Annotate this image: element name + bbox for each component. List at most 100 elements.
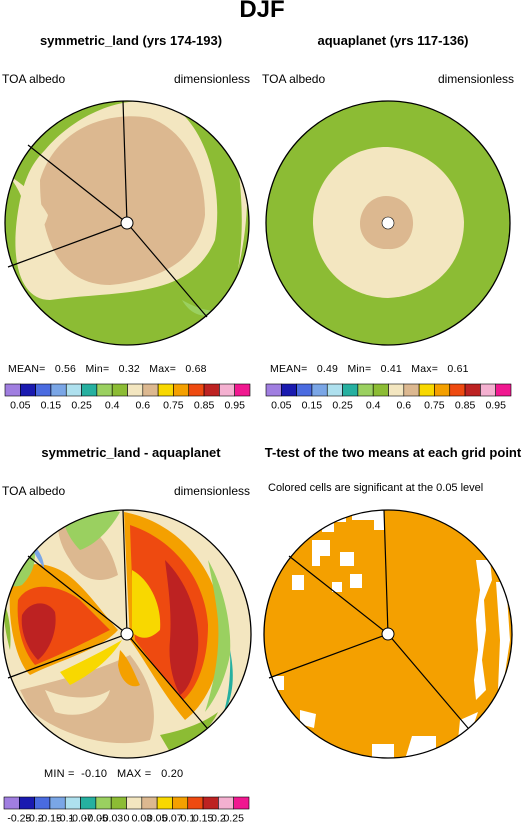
- colorbar-tick-label: 0.85: [194, 400, 215, 412]
- colorbar-tick-label: 0.75: [163, 400, 184, 412]
- panel-1-min-label: Min=: [85, 363, 110, 375]
- colorbar-swatch: [495, 383, 512, 397]
- colorbar-swatch: [281, 383, 297, 397]
- continent-boundary-line: [27, 555, 128, 635]
- colorbar-tick-label: 0.85: [455, 400, 476, 412]
- colorbar-swatch: [4, 383, 21, 397]
- colorbar-swatch: [35, 383, 52, 397]
- colorbar-tick-label: 0.05: [10, 400, 31, 412]
- colorbar-swatch: [187, 796, 204, 810]
- non-significant-cell: [496, 582, 510, 690]
- colorbar-tick-label: 0.4: [105, 400, 120, 412]
- colorbar-swatch: [20, 383, 36, 397]
- colorbar-tick-label: 0.15: [193, 813, 214, 825]
- colorbar-swatch: [202, 796, 219, 810]
- non-significant-cell: [312, 540, 330, 566]
- colorbar-swatch: [265, 383, 282, 397]
- colorbar-swatch: [464, 383, 481, 397]
- panel-3-min-value: -0.10: [81, 768, 108, 780]
- colorbar-tick-label: 0.05: [271, 400, 292, 412]
- panel-1-max-label: Max=: [149, 363, 177, 375]
- panel-1-mean-label: MEAN=: [8, 363, 46, 375]
- panel-2-colorbar: 0.05 0.15 0.25 0.4 0.6 0.75 0.85 0.95: [265, 383, 512, 412]
- colorbar-tick-label: -0.1: [56, 813, 74, 825]
- diff-region-lightgreen: [205, 560, 231, 712]
- continent-boundary-line: [122, 100, 128, 224]
- continent-boundary-line: [126, 222, 208, 318]
- panel-1-stats: MEAN= 0.56 Min= 0.32 Max= 0.68: [8, 363, 207, 375]
- panel-1-units-label: dimensionless: [173, 72, 250, 86]
- panel-3-title: symmetric_land - aquaplanet: [41, 445, 221, 460]
- colorbar-swatch: [188, 383, 205, 397]
- albedo-region-cream-wedge: [8, 175, 48, 262]
- map-border: [265, 100, 511, 346]
- panel-2-variable-label: TOA albedo: [262, 72, 326, 86]
- panel-1-colorbar: 0.05 0.15 0.25 0.4 0.6 0.75 0.85 0.95: [4, 383, 251, 412]
- non-significant-cell: [372, 744, 394, 758]
- continent-boundary-line: [268, 633, 389, 679]
- panel-3-max-value: 0.20: [161, 768, 184, 780]
- panel-3-min-label: MIN =: [44, 768, 75, 780]
- colorbar-tick-label: 0.25: [71, 400, 92, 412]
- colorbar-tick-label: 0.15: [302, 400, 323, 412]
- panel-2-stats: MEAN= 0.49 Min= 0.41 Max= 0.61: [270, 363, 469, 375]
- colorbar-swatch: [49, 796, 66, 810]
- pole-marker: [381, 216, 395, 230]
- colorbar-swatch: [233, 796, 250, 810]
- colorbar-tick-label: 0.6: [396, 400, 411, 412]
- panel-3-units-label: dimensionless: [173, 484, 250, 498]
- colorbar-swatch: [19, 796, 35, 810]
- panel-2-units-label: dimensionless: [437, 72, 514, 86]
- figure-title: DJF: [239, 0, 285, 23]
- colorbar-tick-label: 0.03: [132, 813, 153, 825]
- colorbar-swatch: [342, 383, 359, 397]
- pole-marker: [381, 627, 395, 641]
- panel-1-map: [4, 100, 250, 346]
- continent-boundary-line: [7, 633, 128, 679]
- panel-2-min-value: 0.41: [380, 363, 402, 375]
- colorbar-swatch: [81, 383, 98, 397]
- colorbar-swatch: [388, 383, 405, 397]
- colorbar-swatch: [449, 383, 466, 397]
- colorbar-swatch: [157, 383, 174, 397]
- colorbar-swatch: [127, 383, 144, 397]
- colorbar-swatch: [141, 796, 158, 810]
- colorbar-swatch: [142, 383, 159, 397]
- colorbar-tick-label: -0.25: [7, 813, 31, 825]
- colorbar-tick-label: 0.95: [485, 400, 506, 412]
- diff-region-yellow: [132, 570, 161, 638]
- colorbar-swatch: [234, 383, 251, 397]
- colorbar-tick-label: 0.6: [135, 400, 150, 412]
- panel-2-mean-label: MEAN=: [270, 363, 308, 375]
- colorbar-swatch: [110, 796, 127, 810]
- non-significant-cell: [340, 552, 354, 566]
- colorbar-tick-label: 0.05: [147, 813, 168, 825]
- non-significant-cell: [332, 582, 342, 592]
- panel-2-min-label: Min=: [347, 363, 372, 375]
- colorbar-swatch: [111, 383, 128, 397]
- colorbar-tick-label: 0.07: [162, 813, 183, 825]
- panel-4-subtitle: Colored cells are significant at the 0.0…: [268, 482, 484, 494]
- colorbar-swatch: [434, 383, 451, 397]
- continent-boundary-line: [126, 633, 208, 729]
- panel-3-colorbar: -0.25-0.2-0.15-0.1-0.07-0.05-0.03 0 0.030.…: [3, 796, 250, 825]
- colorbar-tick-label: 0.25: [223, 813, 244, 825]
- colorbar-tick-label: 0.25: [332, 400, 353, 412]
- colorbar-swatch: [480, 383, 496, 397]
- pole-marker: [120, 216, 134, 230]
- non-significant-cell: [292, 575, 304, 590]
- colorbar-swatch: [34, 796, 51, 810]
- non-significant-cell: [300, 710, 316, 728]
- map-border: [4, 100, 250, 346]
- panel-1-max-value: 0.68: [185, 363, 207, 375]
- colorbar-swatch: [96, 383, 113, 397]
- panel-2-mean-value: 0.49: [316, 363, 339, 375]
- diff-region-cream: [45, 690, 110, 715]
- continent-boundary-line: [383, 509, 389, 635]
- panel-2-title: aquaplanet (yrs 117-136): [317, 33, 469, 48]
- panel-1-variable-label: TOA albedo: [2, 72, 66, 86]
- pole-marker: [120, 627, 134, 641]
- panel-1-mean-value: 0.56: [54, 363, 77, 375]
- panel-2-max-label: Max=: [411, 363, 439, 375]
